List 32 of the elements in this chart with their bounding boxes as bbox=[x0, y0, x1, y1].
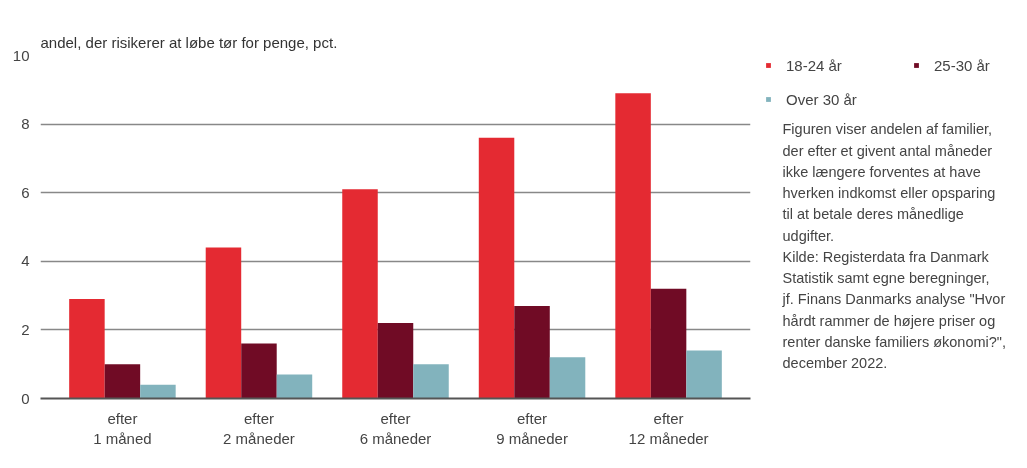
text: Figuren viser andelen af familier, der efter et givent antal måneder ikke længere forventes at have hverken indkomst eller opsparing til at betale deres månedlige udgifter. bbox=[782, 121, 996, 244]
y-tick-label: 6 bbox=[21, 183, 30, 201]
bar bbox=[69, 299, 105, 399]
bar bbox=[342, 189, 378, 399]
bar bbox=[205, 247, 242, 399]
bar bbox=[413, 364, 449, 399]
bar bbox=[650, 288, 687, 399]
bar bbox=[241, 343, 277, 399]
bar bbox=[276, 374, 313, 399]
text: Kilde: Registerdata fra Danmark Statistik samt egne beregninger, jf. Finans Danmarks analyse "Hvor hårdt rammer de højere priser og renter danske familiers økonomi?", december 2022. bbox=[781, 248, 1007, 372]
chart-title: andel, der risikerer at løbe tør for penge, pct. bbox=[40, 33, 338, 51]
bar bbox=[549, 357, 586, 399]
y-tick-label: 8 bbox=[21, 115, 30, 133]
x-tick-label: efter 2 måneder bbox=[223, 409, 295, 447]
bar bbox=[686, 350, 722, 399]
bar bbox=[478, 137, 515, 399]
x-tick-label: efter 1 måned bbox=[93, 409, 152, 447]
y-tick-label: 2 bbox=[21, 320, 30, 338]
y-tick-label: 10 bbox=[12, 46, 30, 64]
bar bbox=[104, 364, 141, 399]
bar bbox=[140, 384, 176, 399]
x-tick-label: efter 9 måneder bbox=[496, 409, 568, 447]
y-tick-label: 0 bbox=[21, 389, 30, 407]
x-tick-label: efter 6 måneder bbox=[359, 409, 432, 447]
y-tick-label: 4 bbox=[21, 252, 30, 270]
legend-label: 25-30 år bbox=[934, 55, 991, 75]
x-tick-label: efter 12 måneder bbox=[628, 409, 709, 447]
legend-label: 18-24 år bbox=[786, 55, 843, 75]
bar bbox=[514, 305, 550, 399]
bar bbox=[615, 93, 651, 399]
legend-label: Over 30 år bbox=[786, 89, 858, 109]
bar bbox=[377, 323, 414, 399]
